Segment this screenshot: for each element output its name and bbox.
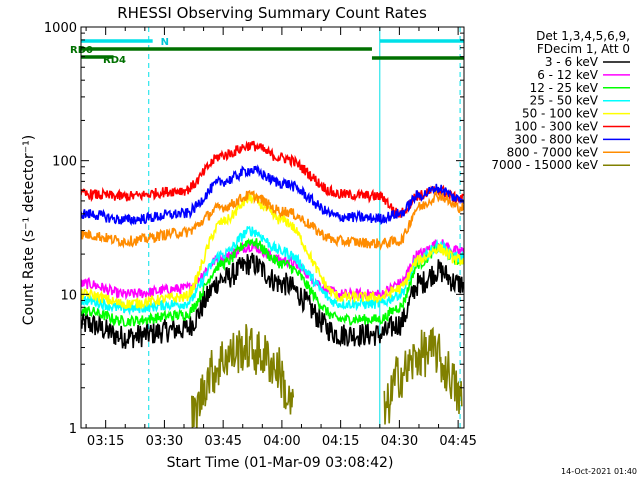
flag-label: RD4 (103, 55, 126, 66)
legend-label: 50 - 100 keV (522, 107, 599, 121)
flag-bars: N RD0 RD4 (70, 37, 464, 66)
legend: Det 1,3,4,5,6,9,FDecim 1, Att 03 - 6 keV… (491, 29, 630, 172)
x-tick-label: 03:45 (204, 434, 241, 449)
y-tick-label: 1 (69, 422, 77, 437)
y-axis-label: Count Rate (s⁻¹ detector⁻¹) (21, 135, 37, 325)
series-layer (81, 140, 464, 428)
x-tick-label: 04:30 (381, 434, 418, 449)
legend-label: 100 - 300 keV (514, 120, 598, 134)
x-tick-label: 03:15 (87, 434, 124, 449)
series-4 (81, 225, 464, 316)
x-tick-label: 04:15 (322, 434, 359, 449)
x-axis: 03:15 03:30 03:45 04:00 04:15 04:30 04:45 (85, 27, 477, 449)
legend-label: 6 - 12 keV (537, 68, 599, 82)
legend-label: 3 - 6 keV (545, 55, 599, 69)
series-line (81, 225, 464, 316)
y-tick-label: 1000 (44, 21, 77, 36)
x-tick-label: 04:00 (263, 434, 300, 449)
series-1 (81, 252, 464, 349)
series-line (81, 164, 464, 227)
legend-label: 12 - 25 keV (530, 81, 599, 95)
series-7 (81, 164, 464, 227)
x-axis-label: Start Time (01-Mar-09 03:08:42) (167, 455, 394, 471)
series-line (81, 237, 464, 327)
series-5 (81, 192, 464, 310)
legend-label: 25 - 50 keV (530, 94, 599, 108)
time-markers (81, 27, 461, 428)
flag-label: N (161, 37, 169, 48)
series-9 (191, 324, 463, 428)
y-tick-label: 10 (60, 288, 77, 303)
chart-title: RHESSI Observing Summary Count Rates (117, 4, 427, 22)
generation-timestamp: 14-Oct-2021 01:40 (561, 467, 637, 476)
series-8 (81, 189, 464, 251)
legend-label: 7000 - 15000 keV (491, 158, 598, 172)
series-line (191, 324, 463, 428)
flag-label: RD0 (70, 45, 93, 56)
y-tick-label: 100 (52, 155, 77, 170)
y-axis: 1 10 100 1000 (44, 21, 464, 437)
series-line (81, 252, 464, 349)
plot-frame (80, 26, 465, 429)
series-3 (81, 237, 464, 327)
legend-label: 300 - 800 keV (514, 132, 598, 146)
x-tick-label: 03:30 (146, 434, 183, 449)
series-line (81, 189, 464, 251)
legend-header: FDecim 1, Att 0 (537, 42, 630, 56)
series-line (81, 192, 464, 310)
legend-header: Det 1,3,4,5,6,9, (536, 29, 630, 43)
legend-label: 800 - 7000 keV (507, 145, 599, 159)
x-tick-label: 04:45 (439, 434, 476, 449)
